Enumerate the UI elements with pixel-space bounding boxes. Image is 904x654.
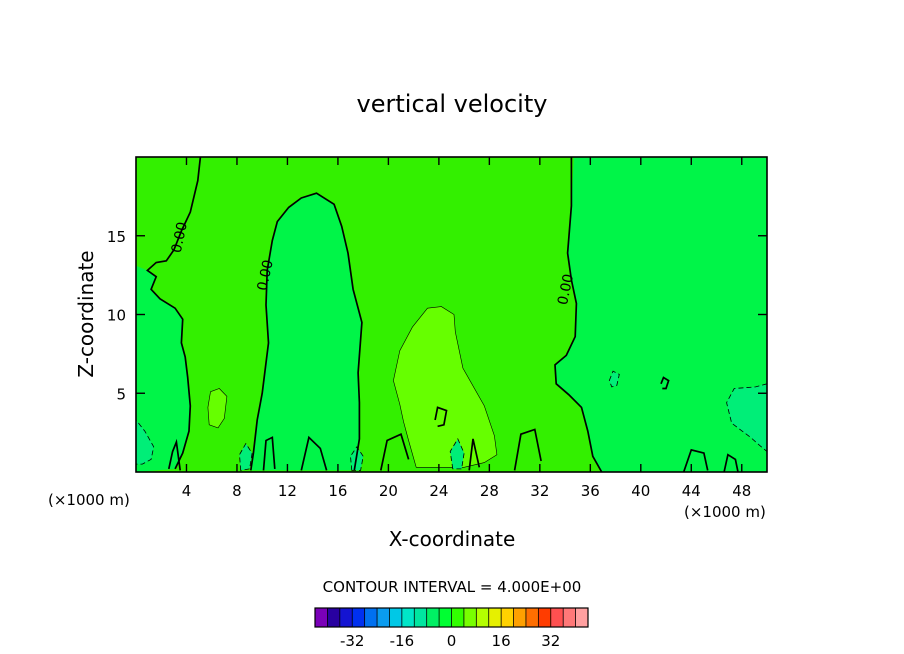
contour-label-0: 0.00 bbox=[169, 221, 191, 255]
colorbar-label-1: -16 bbox=[390, 632, 415, 650]
x-unit-left: (×1000 m) bbox=[48, 491, 130, 509]
x-tick-label-5: 24 bbox=[429, 482, 448, 500]
y-tick-label-1: 10 bbox=[107, 307, 126, 325]
colorbar-swatch-11 bbox=[451, 608, 465, 627]
zero-contour-6 bbox=[379, 433, 410, 471]
colorbar-swatch-6 bbox=[389, 608, 403, 627]
x-tick-label-4: 20 bbox=[379, 482, 398, 500]
colorbar-swatch-7 bbox=[401, 608, 415, 627]
colorbar-swatch-1 bbox=[327, 608, 341, 627]
colorbar-swatch-21 bbox=[575, 608, 589, 627]
x-tick-label-11: 48 bbox=[732, 482, 751, 500]
region-downdraft-x25 bbox=[449, 438, 465, 470]
zero-contour-2 bbox=[554, 157, 603, 472]
colorbar-swatch-2 bbox=[339, 608, 353, 627]
colorbar-label-3: 16 bbox=[492, 632, 511, 650]
region-updraft-tower bbox=[250, 193, 362, 471]
x-tick-label-3: 16 bbox=[328, 482, 347, 500]
contour-label-2: 0.00 bbox=[555, 273, 577, 307]
zero-contour-11 bbox=[723, 453, 739, 472]
y-tick-label-0: 5 bbox=[116, 385, 126, 403]
zero-contour-12 bbox=[660, 376, 670, 390]
zero-contour-1 bbox=[249, 192, 363, 471]
colorbar-swatch-19 bbox=[550, 608, 564, 627]
y-axis-label: Z-coordinate bbox=[74, 250, 98, 377]
colorbar-swatch-0 bbox=[315, 608, 328, 627]
y-tick-label-2: 15 bbox=[107, 228, 126, 246]
colorbar-swatch-5 bbox=[377, 608, 390, 627]
zero-contour-9 bbox=[434, 406, 448, 428]
x-tick-label-2: 12 bbox=[278, 482, 297, 500]
x-tick-label-1: 8 bbox=[232, 482, 242, 500]
colorbar-swatch-10 bbox=[439, 608, 452, 627]
colorbar-swatch-20 bbox=[563, 608, 576, 627]
region-weak-updraft-6 bbox=[207, 388, 228, 429]
region-updraft-right-column bbox=[555, 157, 767, 472]
contour-label-1: 0.00 bbox=[255, 258, 277, 292]
colorbar-swatch-12 bbox=[463, 608, 477, 627]
x-axis-label: X-coordinate bbox=[389, 527, 516, 551]
zero-contour-10 bbox=[682, 448, 709, 472]
x-tick-label-6: 28 bbox=[480, 482, 499, 500]
zero-contour-7 bbox=[468, 438, 481, 471]
zero-contour-4 bbox=[262, 436, 276, 471]
contour-interval-text: CONTOUR INTERVAL = 4.000E+00 bbox=[323, 578, 582, 596]
colorbar-swatch-14 bbox=[488, 608, 502, 627]
x-tick-label-0: 4 bbox=[182, 482, 192, 500]
colorbar-swatch-4 bbox=[364, 608, 378, 627]
x-tick-label-8: 36 bbox=[581, 482, 600, 500]
colorbar-swatch-15 bbox=[501, 608, 514, 627]
zero-contour-5 bbox=[300, 435, 328, 471]
zero-contour-8 bbox=[513, 428, 542, 471]
x-tick-label-7: 32 bbox=[530, 482, 549, 500]
colorbar: -32 -16 0 16 32 bbox=[314, 607, 589, 650]
colorbar-swatch-17 bbox=[525, 608, 539, 627]
colorbar-frame bbox=[314, 607, 589, 628]
colorbar-label-2: 0 bbox=[447, 632, 457, 650]
colorbar-swatch-9 bbox=[426, 608, 440, 627]
x-unit-right: (×1000 m) bbox=[684, 503, 766, 521]
colorbar-swatch-8 bbox=[414, 608, 427, 627]
colorbar-label-0: -32 bbox=[340, 632, 365, 650]
region-downdraft-x9 bbox=[239, 442, 253, 471]
region-downdraft-x38 bbox=[608, 370, 620, 388]
region-weak-updraft-24-28 bbox=[393, 306, 498, 468]
x-tick-label-9: 40 bbox=[631, 482, 650, 500]
zero-contour-3 bbox=[167, 438, 182, 471]
colorbar-swatch-16 bbox=[513, 608, 527, 627]
x-tick-label-10: 44 bbox=[682, 482, 701, 500]
region-downdraft-right-edge bbox=[726, 383, 767, 453]
colorbar-swatch-3 bbox=[352, 608, 365, 627]
colorbar-label-4: 32 bbox=[541, 632, 560, 650]
zero-contour-0 bbox=[146, 157, 202, 470]
colorbar-swatch-18 bbox=[538, 608, 552, 627]
region-updraft-left-column bbox=[136, 265, 191, 472]
chart-title: vertical velocity bbox=[357, 90, 548, 118]
colorbar-swatch-13 bbox=[476, 608, 490, 627]
region-downdraft-lower-left bbox=[136, 419, 155, 465]
